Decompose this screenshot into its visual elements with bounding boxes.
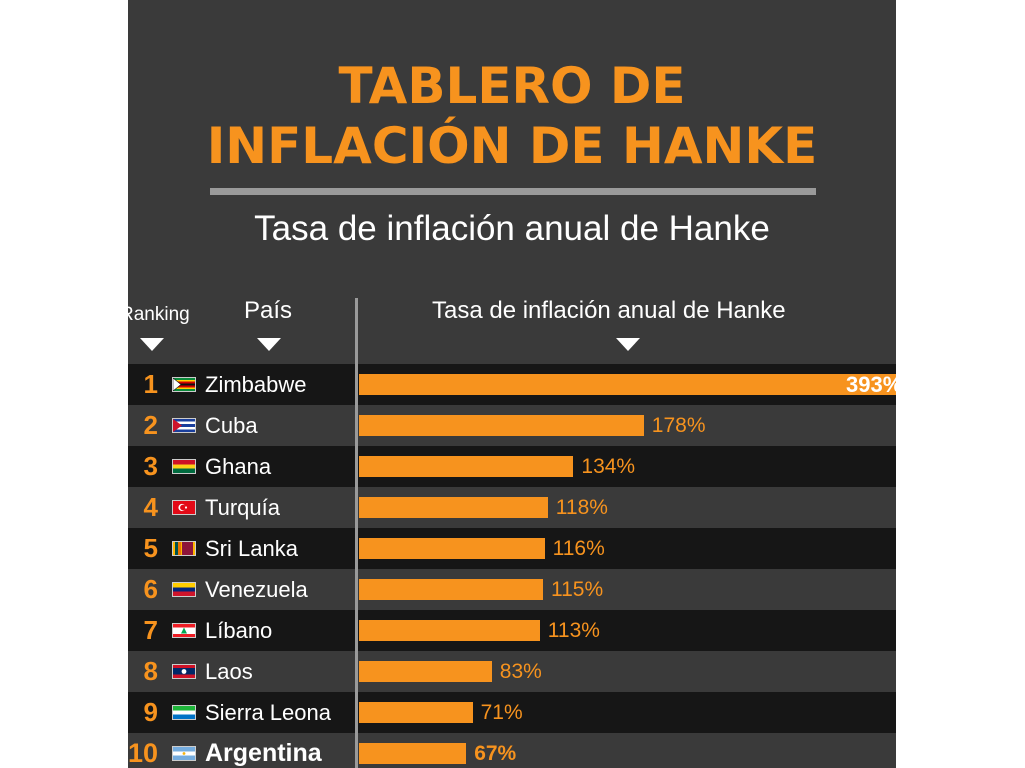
- country-name: Turquía: [205, 495, 281, 520]
- ghana-flag-icon: [172, 459, 196, 474]
- title-divider: [210, 188, 816, 195]
- ranking-down-arrow-icon: [140, 338, 164, 351]
- column-divider: [355, 298, 358, 768]
- sri-lanka-flag-icon: [172, 541, 196, 556]
- table-row: 7 Líbano 113%: [128, 610, 896, 651]
- country-name: Zimbabwe: [205, 372, 307, 397]
- country-name: Laos: [205, 659, 253, 684]
- rank-number: 5: [143, 533, 158, 563]
- inflation-bar: [359, 620, 540, 641]
- country-name: Sri Lanka: [205, 536, 298, 561]
- rank-number: 4: [143, 492, 158, 522]
- rank-number: 3: [143, 451, 158, 481]
- row-left-background: [128, 692, 355, 733]
- lebanon-flag-icon: [172, 623, 196, 638]
- table-row: 4 Turquía 118%: [128, 487, 896, 528]
- rank-number: 10: [128, 738, 159, 768]
- country-header: País: [244, 297, 293, 324]
- rank-number: 2: [143, 410, 158, 440]
- inflation-bar: [359, 661, 492, 682]
- row-left-background: [128, 487, 355, 528]
- inflation-bar: [359, 497, 548, 518]
- country-name: Líbano: [205, 618, 273, 643]
- cuba-flag-icon: [172, 418, 196, 433]
- inflation-value-label: 71%: [480, 701, 523, 724]
- rank-number: 1: [143, 369, 158, 399]
- row-left-background: [128, 733, 355, 768]
- row-left-background: [128, 446, 355, 487]
- country-down-arrow-icon: [257, 338, 281, 351]
- inflation-value-label: 118%: [555, 496, 608, 519]
- chart-title-line-1: TABLERO DE: [338, 57, 686, 115]
- row-left-background: [128, 569, 355, 610]
- inflation-value-label: 178%: [651, 414, 706, 437]
- country-name: Ghana: [205, 454, 272, 479]
- laos-flag-icon: [172, 664, 196, 679]
- table-row: 8 Laos 83%: [128, 651, 896, 692]
- row-left-background: [128, 651, 355, 692]
- rank-number: 9: [143, 697, 158, 727]
- chart-subtitle: Tasa de inflación anual de Hanke: [254, 209, 770, 248]
- table-row: 10 Argentina 67%: [128, 733, 896, 768]
- table-row: 9 Sierra Leona 71%: [128, 692, 896, 733]
- ranking-header: Ranking: [128, 304, 190, 325]
- row-left-background: [128, 405, 355, 446]
- row-left-background: [128, 364, 355, 405]
- inflation-value-label: 116%: [552, 537, 605, 560]
- inflation-value-label: 115%: [551, 578, 604, 601]
- inflation-value-label: 113%: [547, 619, 600, 642]
- inflation-bar: [359, 374, 896, 395]
- rate-header: Tasa de inflación anual de Hanke: [432, 297, 786, 324]
- chart-panel: TABLERO DE INFLACIÓN DE HANKE Tasa de in…: [128, 0, 896, 768]
- inflation-bar: [359, 415, 644, 436]
- table-row: 3 Ghana 134%: [128, 446, 896, 487]
- inflation-value-label: 393%: [846, 372, 896, 397]
- rank-number: 8: [143, 656, 158, 686]
- zimbabwe-flag-icon: [172, 377, 196, 392]
- venezuela-flag-icon: [172, 582, 196, 597]
- turkey-flag-icon: [172, 500, 196, 515]
- inflation-bar: [359, 538, 545, 559]
- inflation-bar: [359, 456, 574, 477]
- country-name: Venezuela: [205, 577, 308, 602]
- sierra-leone-flag-icon: [172, 705, 196, 720]
- country-name: Cuba: [205, 413, 258, 438]
- table-row: 5 Sri Lanka 116%: [128, 528, 896, 569]
- inflation-value-label: 134%: [581, 455, 636, 478]
- argentina-flag-icon: [172, 746, 196, 761]
- chart-title-line-2: INFLACIÓN DE HANKE: [206, 117, 818, 175]
- row-left-background: [128, 528, 355, 569]
- row-left-background: [128, 610, 355, 651]
- rank-number: 7: [143, 615, 158, 645]
- table-row: 2 Cuba 178%: [128, 405, 896, 446]
- country-name: Sierra Leona: [205, 700, 331, 725]
- inflation-bar: [359, 743, 467, 764]
- rate-down-arrow-icon: [616, 338, 640, 351]
- table-row: 6 Venezuela 115%: [128, 569, 896, 610]
- rank-number: 6: [143, 574, 158, 604]
- country-name: Argentina: [205, 739, 322, 767]
- table-row: 1 Zimbabwe 393%: [128, 364, 896, 405]
- inflation-value-label: 67%: [474, 742, 517, 765]
- inflation-bar: [359, 702, 473, 723]
- inflation-value-label: 83%: [499, 660, 542, 683]
- inflation-bar: [359, 579, 543, 600]
